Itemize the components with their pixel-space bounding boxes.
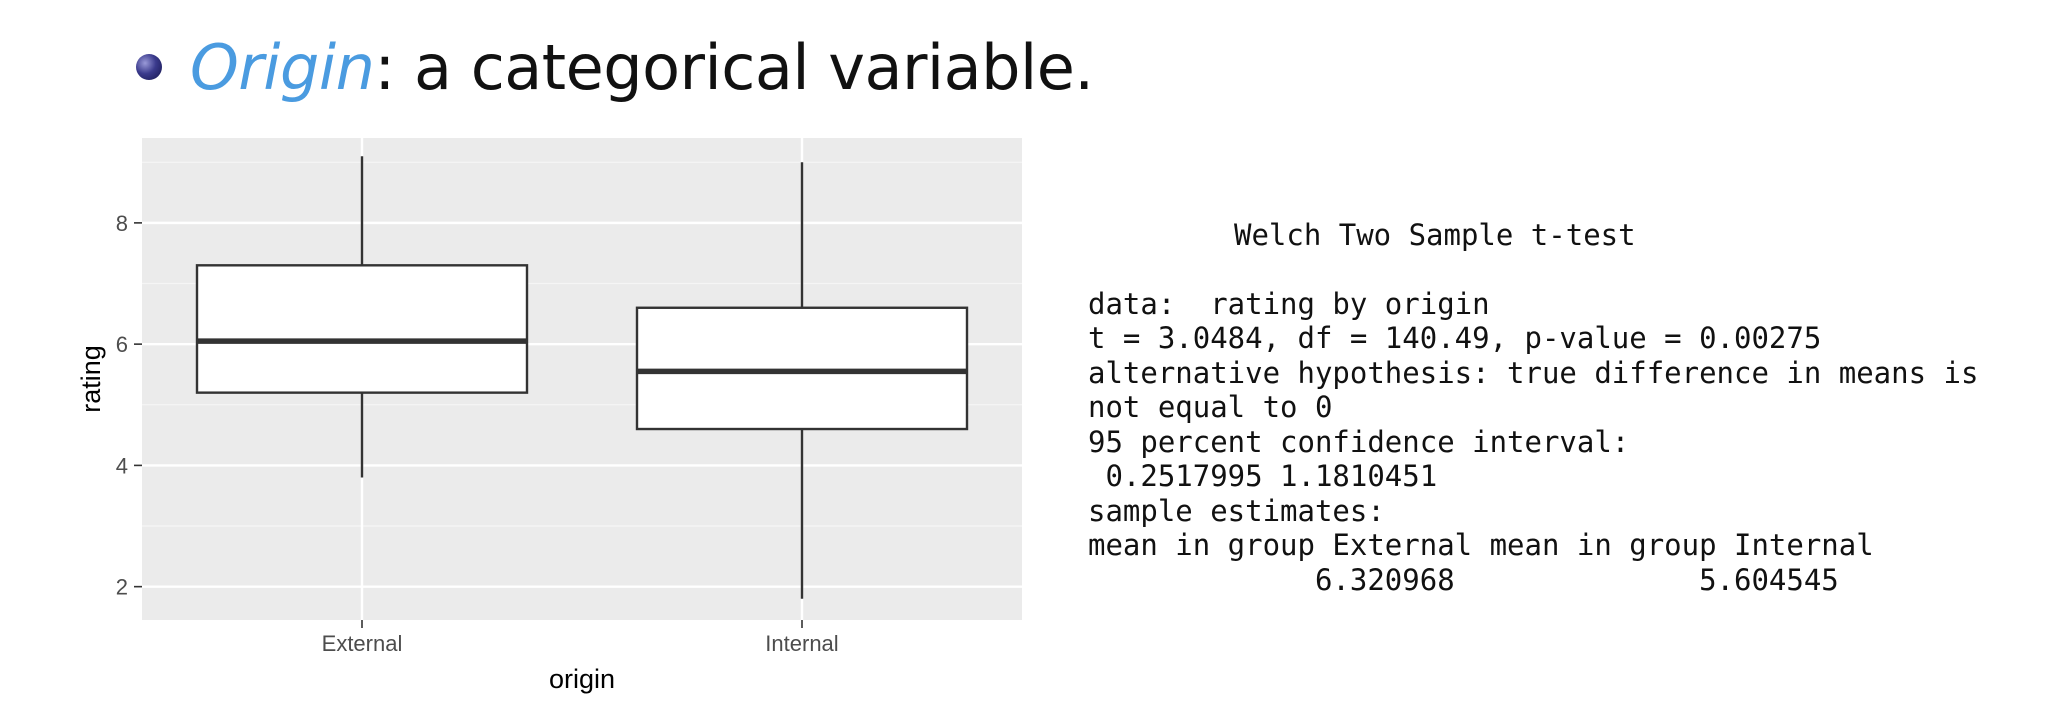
y-tick-label: 6 <box>116 332 128 357</box>
y-tick-label: 2 <box>116 575 128 600</box>
ttest-output: Welch Two Sample t-test data: rating by o… <box>1088 218 1978 597</box>
ttest-line: not equal to 0 <box>1088 390 1333 424</box>
ttest-line: sample estimates: <box>1088 493 1385 528</box>
ttest-line: t = 3.0484, df = 140.49, p-value = 0.002… <box>1088 321 1822 355</box>
bullet-line: Origin: a categorical variable. <box>136 22 1094 112</box>
ttest-line: 95 percent confidence interval: <box>1088 424 1630 459</box>
ttest-line: 6.320968 5.604545 <box>1088 562 1839 597</box>
bullet-rest: : a categorical variable. <box>374 30 1094 104</box>
ttest-line: mean in group External mean in group Int… <box>1088 528 1874 562</box>
x-axis-label: origin <box>549 664 615 694</box>
y-axis-label: rating <box>76 345 106 413</box>
bullet-term: Origin <box>190 30 375 104</box>
box <box>195 264 529 394</box>
boxplot-chart: 2 4 6 8 External Internal origin rating <box>76 138 1022 694</box>
bullet-icon <box>136 54 162 80</box>
ttest-line: alternative hypothesis: true difference … <box>1088 355 1979 390</box>
x-tick-label: Internal <box>765 631 838 656</box>
ttest-line: data: rating by origin <box>1088 286 1490 321</box>
ttest-title: Welch Two Sample t-test <box>1234 218 1636 252</box>
ttest-line: 0.2517995 1.1810451 <box>1088 459 1438 493</box>
y-tick-label: 8 <box>116 211 128 236</box>
y-tick-label: 4 <box>116 453 128 478</box>
box <box>635 306 969 431</box>
x-tick-label: External <box>322 631 403 656</box>
bullet-text: Origin: a categorical variable. <box>190 31 1094 104</box>
